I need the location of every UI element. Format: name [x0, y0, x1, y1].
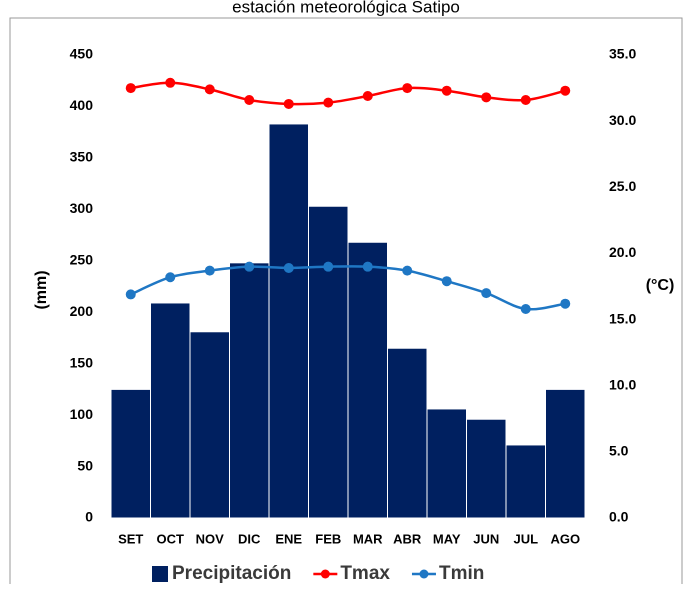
y-tick-label: 150: [70, 354, 94, 370]
bar: [268, 123, 309, 519]
bar: [110, 388, 151, 519]
bar: [466, 418, 507, 519]
y-tick-label: 350: [70, 149, 94, 165]
y-tick-label: 300: [70, 200, 94, 216]
bar: [189, 331, 230, 519]
legend-swatch: [320, 569, 330, 579]
legend-label: Tmin: [439, 563, 484, 584]
point: [402, 83, 413, 94]
y2-tick-label: 35.0: [609, 46, 636, 62]
point: [165, 77, 176, 88]
x-tick-label: DIC: [238, 531, 261, 546]
point: [125, 83, 136, 94]
line: [130, 81, 566, 106]
chart-title: estación meteorológica Satipo: [232, 0, 460, 16]
y2-tick-label: 15.0: [609, 310, 636, 326]
point: [204, 265, 215, 276]
y-tick-label: 50: [77, 457, 93, 473]
point: [125, 289, 136, 300]
point: [560, 85, 571, 96]
x-tick-label: MAR: [353, 531, 383, 546]
bar: [229, 262, 270, 519]
point: [204, 84, 215, 95]
bar: [387, 347, 428, 519]
x-tick-label: JUN: [473, 531, 499, 546]
point: [283, 98, 294, 109]
y2-axis-label: (°C): [646, 277, 675, 294]
point: [323, 261, 334, 272]
bar: [545, 388, 586, 519]
point: [402, 265, 413, 276]
bar: [150, 302, 191, 519]
y-tick-label: 450: [70, 46, 94, 62]
y-tick-label: 400: [70, 97, 94, 113]
point: [441, 85, 452, 96]
x-tick-label: FEB: [315, 531, 341, 546]
bar: [347, 241, 388, 519]
x-tick-label: JUL: [513, 531, 538, 546]
x-tick-label: MAY: [433, 531, 461, 546]
legend-swatch: [152, 566, 168, 582]
x-tick-label: SET: [118, 531, 143, 546]
y-tick-label: 0: [85, 509, 93, 525]
y-tick-label: 100: [70, 406, 94, 422]
legend-swatch: [419, 569, 429, 579]
point: [362, 91, 373, 102]
point: [481, 288, 492, 299]
point: [520, 303, 531, 314]
y2-tick-label: 25.0: [609, 178, 636, 194]
point: [520, 94, 531, 105]
point: [283, 262, 294, 273]
point: [323, 97, 334, 108]
y2-tick-label: 20.0: [609, 244, 636, 260]
point: [165, 272, 176, 283]
y2-tick-label: 30.0: [609, 112, 636, 128]
legend-label: Precipitación: [172, 563, 291, 584]
x-tick-label: ABR: [393, 531, 422, 546]
x-tick-label: ENE: [275, 531, 302, 546]
y2-tick-label: 5.0: [609, 443, 629, 459]
y2-tick-label: 0.0: [609, 509, 629, 525]
point: [244, 261, 255, 272]
y2-tick-label: 10.0: [609, 376, 636, 392]
bar: [505, 444, 546, 519]
x-tick-label: NOV: [196, 531, 225, 546]
x-tick-label: OCT: [157, 531, 185, 546]
y-tick-label: 250: [70, 251, 94, 267]
legend-label: Tmax: [340, 563, 390, 584]
point: [244, 94, 255, 105]
bar: [426, 408, 467, 519]
y-tick-label: 200: [70, 303, 94, 319]
y-axis-label: (mm): [33, 270, 50, 309]
point: [441, 276, 452, 287]
bar: [308, 205, 349, 519]
x-tick-label: AGO: [550, 531, 580, 546]
point: [481, 92, 492, 103]
point: [560, 298, 571, 309]
point: [362, 261, 373, 272]
